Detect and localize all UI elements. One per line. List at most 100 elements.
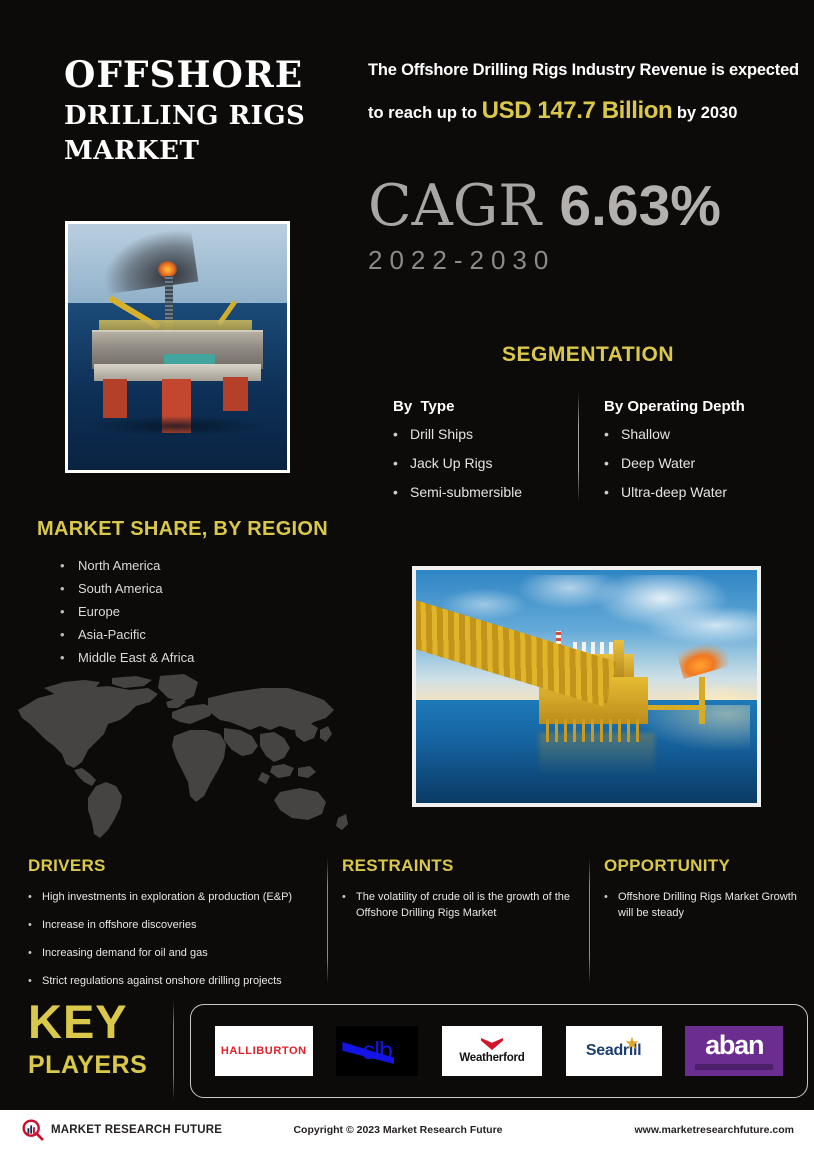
bullet-icon: • bbox=[60, 650, 65, 665]
revenue-line-1: The Offshore Drilling Rigs Industry Reve… bbox=[368, 61, 799, 79]
list-item: • North America bbox=[60, 558, 360, 573]
restraints-column: RESTRAINTS • The volatility of crude oil … bbox=[342, 856, 588, 934]
bullet-icon: • bbox=[342, 891, 346, 903]
page-title: OFFSHORE DRILLING RIGS MARKET bbox=[64, 55, 344, 170]
segmentation-column-type: By Type • Drill Ships • Jack Up Rigs • Semi… bbox=[393, 398, 578, 513]
driver-label: Increasing demand for oil and gas bbox=[42, 946, 208, 959]
seadrill-logo: ★ Seadrill bbox=[565, 1026, 662, 1076]
segmentation-item: • Semi-submersible bbox=[393, 484, 578, 500]
segmentation-item-label: Drill Ships bbox=[410, 426, 474, 442]
bullet-icon: • bbox=[60, 604, 65, 619]
photo2-flare-arm bbox=[641, 705, 706, 710]
region-label: South America bbox=[78, 581, 163, 596]
bullet-icon: • bbox=[604, 484, 609, 500]
cagr-label: CAGR bbox=[368, 173, 560, 239]
opportunity-item: • Offshore Drilling Rigs Market Growth wi… bbox=[604, 890, 804, 922]
photo1-water-shadow bbox=[89, 415, 266, 436]
cagr-headline: CAGR 6.63% bbox=[368, 178, 808, 235]
bullet-icon: • bbox=[604, 426, 609, 442]
aban-logo: aban bbox=[685, 1026, 784, 1076]
photo1-pontoon-right bbox=[223, 376, 248, 411]
segmentation-item: • Jack Up Rigs bbox=[393, 455, 578, 471]
revenue-line-2: to reach up to USD 147.7 Billion by 2030 bbox=[368, 92, 806, 129]
photo2-sea-reflection bbox=[634, 705, 751, 752]
halliburton-logo-text: HALLIBURTON bbox=[220, 1045, 307, 1057]
driver-item: • Strict regulations against onshore dril… bbox=[28, 974, 318, 990]
key-players-divider bbox=[173, 1000, 174, 1100]
segmentation-item-label: Semi-submersible bbox=[410, 484, 523, 500]
key-players-line-1: KEY bbox=[28, 995, 128, 1048]
drivers-column: DRIVERS • High investments in exploration… bbox=[28, 856, 318, 1002]
driver-item: • High investments in exploration & produ… bbox=[28, 890, 318, 906]
analysis-divider-2 bbox=[589, 858, 590, 984]
photo2-crane-tower bbox=[613, 639, 624, 682]
world-map-svg bbox=[18, 674, 348, 838]
driver-item: • Increasing demand for oil and gas bbox=[28, 946, 318, 962]
market-share-title: MARKET SHARE, BY REGION bbox=[37, 518, 329, 540]
restraint-item: • The volatility of crude oil is the grow… bbox=[342, 890, 588, 922]
bullet-icon: • bbox=[28, 891, 32, 903]
photo2-flare-stack bbox=[699, 677, 706, 724]
segmentation-columns: By Type • Drill Ships • Jack Up Rigs • Semi… bbox=[393, 398, 813, 513]
key-players-title: KEY PLAYERS bbox=[28, 995, 178, 1080]
opportunity-label: Offshore Drilling Rigs Market Growth wil… bbox=[618, 891, 797, 919]
revenue-suffix: by 2030 bbox=[672, 103, 738, 122]
bullet-icon: • bbox=[60, 558, 65, 573]
region-label: Middle East & Africa bbox=[78, 650, 195, 665]
segmentation-item-label: Jack Up Rigs bbox=[410, 455, 493, 471]
bullet-icon: • bbox=[28, 946, 32, 959]
opportunity-column: OPPORTUNITY • Offshore Drilling Rigs Mark… bbox=[604, 856, 804, 934]
bullet-icon: • bbox=[60, 581, 65, 596]
driver-label: High investments in exploration & produc… bbox=[42, 891, 293, 903]
bullet-icon: • bbox=[60, 627, 65, 642]
segmentation-item-label: Ultra-deep Water bbox=[621, 484, 728, 500]
photo2-platform-reflection bbox=[538, 733, 655, 776]
weatherford-logo-text: Weatherford bbox=[459, 1052, 525, 1064]
bullet-icon: • bbox=[604, 891, 608, 903]
segmentation-divider bbox=[578, 392, 579, 502]
bullet-icon: • bbox=[604, 455, 609, 471]
seadrill-logo-text: Seadrill bbox=[585, 1042, 642, 1059]
title-line-3: MARKET bbox=[64, 136, 200, 167]
cagr-years: 2022-2030 bbox=[368, 245, 556, 275]
photo1-hull bbox=[94, 364, 261, 382]
slb-logo: slb bbox=[336, 1026, 419, 1076]
key-players-logo-box: HALLIBURTON slb Weatherford ★ Seadrill a… bbox=[190, 1004, 808, 1098]
segmentation-item-label: Deep Water bbox=[621, 455, 696, 471]
footer-logo: MARKET RESEARCH FUTURE bbox=[22, 1119, 292, 1141]
analysis-row: DRIVERS • High investments in exploration… bbox=[0, 856, 814, 991]
revenue-statement: The Offshore Drilling Rigs Industry Reve… bbox=[368, 58, 806, 129]
segmentation-column-depth: By Operating Depth • Shallow • Deep Water … bbox=[604, 398, 789, 513]
bullet-icon: • bbox=[28, 974, 32, 987]
segmentation-item: • Deep Water bbox=[604, 455, 789, 471]
revenue-value: USD 147.7 Billion bbox=[481, 96, 673, 124]
opportunity-heading: OPPORTUNITY bbox=[604, 856, 731, 875]
cagr-block: CAGR 6.63% 2022-2030 bbox=[368, 178, 808, 276]
photo1-pontoon-left bbox=[103, 378, 128, 419]
restraints-heading: RESTRAINTS bbox=[342, 856, 454, 875]
photo1-derrick bbox=[165, 275, 174, 335]
title-line-1: OFFSHORE bbox=[64, 54, 304, 96]
offshore-platform-photo bbox=[412, 566, 761, 807]
footer-url[interactable]: www.marketresearchfuture.com bbox=[634, 1124, 794, 1136]
driver-label: Strict regulations against onshore drill… bbox=[42, 974, 282, 987]
offshore-rig-photo bbox=[65, 221, 290, 473]
market-share-list: • North America • South America • Europe • A… bbox=[60, 558, 360, 673]
segmentation-heading: By Type bbox=[393, 398, 455, 415]
region-label: North America bbox=[78, 558, 161, 573]
star-icon: ★ bbox=[624, 1034, 640, 1053]
world-map bbox=[8, 668, 370, 843]
revenue-prefix: to reach up to bbox=[368, 103, 482, 122]
list-item: • Middle East & Africa bbox=[60, 650, 360, 665]
photo2-jacket-legs bbox=[545, 719, 642, 743]
region-label: Asia-Pacific bbox=[78, 627, 146, 642]
weatherford-chevron-icon bbox=[480, 1038, 503, 1050]
footer-brand-name: MARKET RESEARCH FUTURE bbox=[51, 1124, 223, 1136]
segmentation-item: • Drill Ships bbox=[393, 426, 578, 442]
bullet-icon: • bbox=[393, 455, 398, 471]
aban-underline-bar bbox=[694, 1064, 774, 1070]
key-players-line-2: PLAYERS bbox=[28, 1050, 148, 1079]
photo1-flare bbox=[157, 260, 178, 279]
region-label: Europe bbox=[78, 604, 120, 619]
